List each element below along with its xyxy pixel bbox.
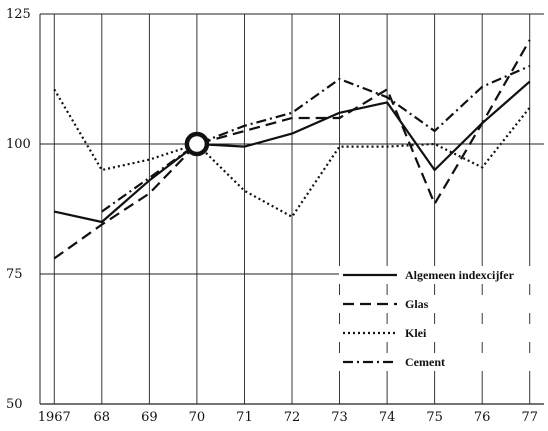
x-tick-label-0: 1967: [38, 410, 71, 425]
series-line-dotted: [53, 88, 531, 218]
x-tick-label-8: 75: [426, 410, 443, 425]
x-tick-label-7: 74: [379, 410, 396, 425]
series-line-dashdot: [101, 64, 531, 213]
legend-label-2: Klei: [405, 326, 427, 340]
y-tick-label-0: 50: [6, 397, 23, 412]
x-tick-label-2: 69: [141, 410, 158, 425]
x-tick-label-3: 70: [189, 410, 206, 425]
legend-background-0: [339, 266, 548, 284]
legend-background-3: [339, 353, 548, 371]
y-axis-ticks: 50 75 100 125: [6, 7, 31, 412]
base-year-circle: [184, 131, 210, 157]
series-line-dashed: [53, 39, 531, 260]
base-year-marker: [184, 131, 210, 157]
series-lines: [53, 39, 531, 260]
x-tick-label-6: 73: [331, 410, 348, 425]
x-axis-ticks: 1967 68 69 70 71 72 73 74 75 76 77: [38, 410, 538, 425]
series-line-solid: [54, 80, 531, 224]
y-tick-label-3: 125: [6, 7, 31, 22]
legend: Algemeen indexcijfer Glas Klei Cement: [339, 266, 548, 371]
x-tick-label-5: 72: [284, 410, 301, 425]
x-tick-label-4: 71: [236, 410, 253, 425]
x-tick-label-1: 68: [94, 410, 111, 425]
y-tick-label-1: 75: [6, 267, 23, 282]
x-tick-label-10: 77: [521, 410, 538, 425]
legend-label-0: Algemeen indexcijfer: [405, 268, 515, 282]
y-tick-label-2: 100: [6, 137, 31, 152]
legend-background-1: [339, 295, 548, 313]
legend-label-1: Glas: [405, 297, 429, 311]
legend-background-2: [339, 324, 548, 342]
legend-label-3: Cement: [405, 355, 445, 369]
x-tick-label-9: 76: [474, 410, 491, 425]
